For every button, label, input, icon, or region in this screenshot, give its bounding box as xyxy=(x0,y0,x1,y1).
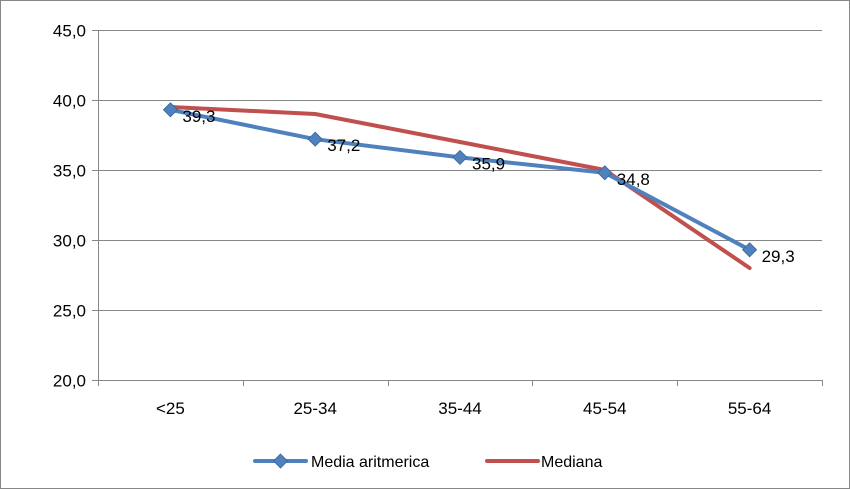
y-tick-label: 30,0 xyxy=(53,232,86,251)
data-point xyxy=(162,102,178,118)
x-tick-label: 55-64 xyxy=(728,399,771,418)
gridlines xyxy=(98,30,822,311)
y-tick-label: 40,0 xyxy=(53,92,86,111)
data-label: 34,8 xyxy=(617,170,650,189)
data-point xyxy=(307,131,323,147)
data-point xyxy=(742,242,758,258)
data-labels: 39,3 37,2 35,9 34,8 29,3 xyxy=(182,107,794,266)
data-point xyxy=(452,149,468,165)
y-tick-label: 45,0 xyxy=(53,22,86,41)
x-tick-label: 35-44 xyxy=(438,399,481,418)
data-label: 35,9 xyxy=(472,154,505,173)
data-label: 37,2 xyxy=(327,136,360,155)
data-point xyxy=(597,165,613,181)
x-tick-label: 25-34 xyxy=(293,399,336,418)
y-tick-label: 35,0 xyxy=(53,162,86,181)
x-tick-label: <25 xyxy=(156,399,185,418)
y-tick-label: 25,0 xyxy=(53,302,86,321)
x-tick-label: 45-54 xyxy=(583,399,626,418)
series-line-1 xyxy=(168,105,752,270)
legend: Media aritmerica Mediana xyxy=(253,453,602,471)
legend-label: Media aritmerica xyxy=(311,454,429,471)
data-label: 29,3 xyxy=(762,247,795,266)
legend-marker xyxy=(272,453,289,469)
y-tick-label: 20,0 xyxy=(53,372,86,391)
data-label: 39,3 xyxy=(182,107,215,126)
axes: 20,0 25,0 30,0 35,0 40,0 45,0 <25 25-34 35-44 45-… xyxy=(53,22,823,418)
series-lines xyxy=(162,102,758,270)
legend-label: Mediana xyxy=(541,454,602,471)
